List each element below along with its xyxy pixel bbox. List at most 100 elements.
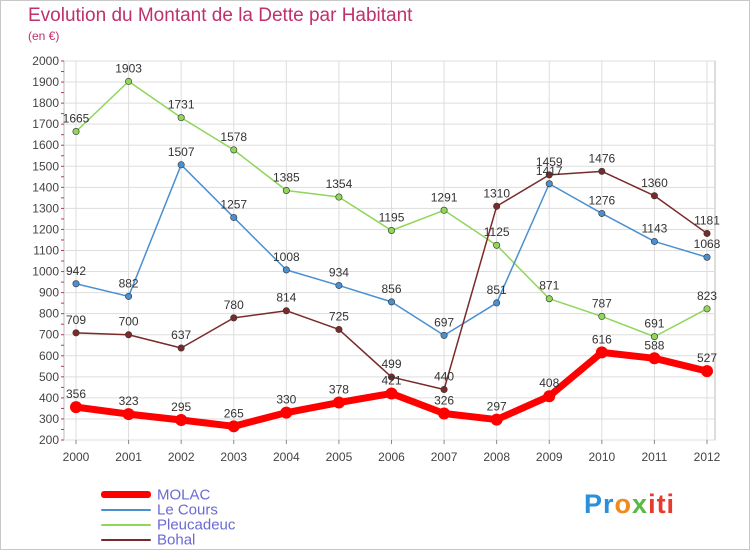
data-point <box>543 390 556 403</box>
data-point <box>230 146 238 154</box>
chart-legend: MOLAC Le Cours Pleucadeuc Bohal <box>101 487 235 547</box>
data-label: 1291 <box>431 190 458 204</box>
data-point <box>177 161 185 169</box>
data-label: 1008 <box>273 250 300 264</box>
data-point <box>282 186 290 194</box>
data-label: 265 <box>224 406 244 420</box>
x-tick-label: 2008 <box>483 450 510 464</box>
legend-item: MOLAC <box>101 487 235 502</box>
x-tick-label: 2000 <box>63 450 90 464</box>
data-point <box>282 266 290 274</box>
chart-subtitle: (en €) <box>28 29 60 43</box>
brand-part-3: x <box>632 489 649 519</box>
y-tick-label: 1000 <box>32 265 59 279</box>
legend-item: Bohal <box>101 532 235 547</box>
x-tick-label: 2006 <box>378 450 405 464</box>
x-tick-label: 2003 <box>220 450 247 464</box>
data-label: 440 <box>434 369 454 383</box>
data-point <box>440 331 448 339</box>
data-point <box>387 298 395 306</box>
data-label: 787 <box>592 296 612 310</box>
data-label: 1507 <box>168 145 195 159</box>
data-label: 709 <box>66 313 86 327</box>
data-point <box>703 305 711 313</box>
data-point <box>440 206 448 214</box>
x-tick-label: 2001 <box>115 450 142 464</box>
data-point <box>177 114 185 122</box>
data-label: 1731 <box>168 98 195 112</box>
data-point <box>335 281 343 289</box>
data-point <box>493 202 501 210</box>
axis-layer: 200 300 400 500 600 700 800 900 1000 1100 1200 1300… <box>32 54 720 464</box>
series-layer <box>70 77 713 433</box>
data-point <box>650 192 658 200</box>
y-tick-label: 400 <box>39 391 59 405</box>
y-tick-label: 1700 <box>32 117 59 131</box>
x-tick-label: 2007 <box>431 450 458 464</box>
x-tick-label: 2012 <box>694 450 721 464</box>
data-label: 691 <box>644 317 664 331</box>
data-label: 780 <box>224 298 244 312</box>
data-point <box>335 325 343 333</box>
brand-logo: Proxiti <box>584 489 675 520</box>
x-tick-label: 2005 <box>326 450 353 464</box>
data-point <box>650 237 658 245</box>
y-tick-label: 2000 <box>32 54 59 68</box>
data-label: 1068 <box>694 237 721 251</box>
y-tick-label: 300 <box>39 412 59 426</box>
data-point <box>125 292 133 300</box>
data-point <box>703 229 711 237</box>
data-label: 637 <box>171 328 191 342</box>
y-tick-label: 800 <box>39 307 59 321</box>
y-tick-label: 1200 <box>32 222 59 236</box>
y-tick-label: 700 <box>39 328 59 342</box>
data-point <box>440 385 448 393</box>
data-label: 871 <box>539 279 559 293</box>
brand-part-1: Pr <box>584 489 615 519</box>
data-point <box>490 413 503 426</box>
data-label: 588 <box>644 338 664 352</box>
data-label: 1459 <box>536 155 563 169</box>
data-label: 323 <box>119 394 139 408</box>
data-label-layer: 1665 1903 1731 1578 1385 1354 1195 1291 1125 871 7… <box>63 61 721 420</box>
data-point <box>385 387 398 400</box>
data-point <box>125 331 133 339</box>
data-point <box>387 373 395 381</box>
data-label: 725 <box>329 309 349 323</box>
data-label: 1143 <box>642 221 668 235</box>
data-point <box>650 333 658 341</box>
data-label: 1360 <box>641 176 668 190</box>
data-label: 1476 <box>588 151 615 165</box>
data-point <box>598 312 606 320</box>
legend-label: Le Cours <box>157 501 218 519</box>
data-point <box>701 365 713 378</box>
legend-item: Pleucadeuc <box>101 517 235 532</box>
data-label: 1195 <box>379 210 405 224</box>
data-point <box>125 77 133 85</box>
data-label: 1385 <box>273 170 300 184</box>
x-tick-label: 2010 <box>588 450 615 464</box>
data-label: 697 <box>434 315 454 329</box>
data-point <box>280 406 293 419</box>
data-point <box>598 167 606 175</box>
data-label: 851 <box>487 283 507 297</box>
legend-swatch <box>101 538 151 541</box>
y-tick-label: 900 <box>39 286 59 300</box>
data-point <box>227 420 240 433</box>
data-label: 1417 <box>536 164 563 178</box>
legend-swatch <box>101 523 151 526</box>
y-tick-label: 1800 <box>32 96 59 110</box>
data-point <box>70 401 82 414</box>
y-tick-label: 600 <box>39 349 59 363</box>
x-tick-label: 2009 <box>536 450 563 464</box>
data-point <box>598 209 606 217</box>
data-label: 856 <box>381 282 401 296</box>
data-label: 408 <box>539 376 559 390</box>
data-point <box>72 329 80 337</box>
data-label: 1257 <box>220 197 247 211</box>
y-tick-label: 1100 <box>33 244 59 258</box>
data-label: 823 <box>697 289 717 303</box>
data-label: 1665 <box>63 112 90 126</box>
y-tick-label: 1300 <box>32 201 59 215</box>
y-tick-label: 1600 <box>32 138 59 152</box>
